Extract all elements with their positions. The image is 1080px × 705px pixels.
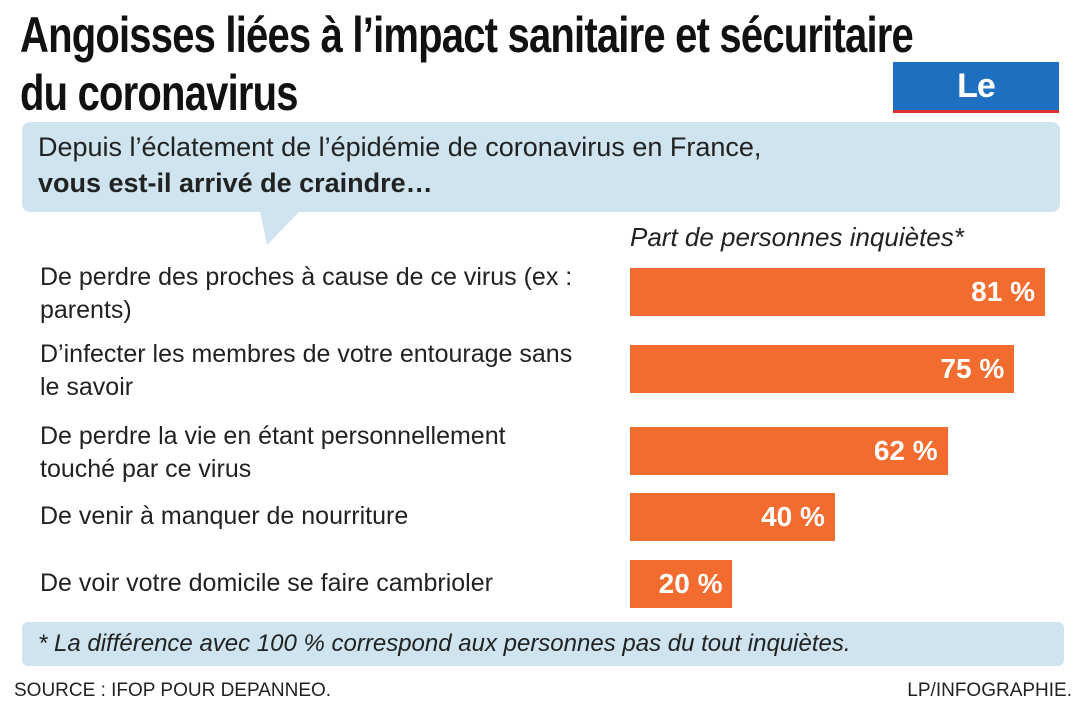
- bar: 20 %: [630, 560, 733, 608]
- category-label: De perdre des proches à cause de ce viru…: [40, 263, 573, 324]
- category-label: De voir votre domicile se faire cambriol…: [40, 569, 493, 597]
- value-label: 75 %: [940, 353, 1005, 384]
- bar: 75 %: [630, 345, 1015, 393]
- credit: LP/INFOGRAPHIE.: [907, 680, 1072, 701]
- logo: Le Parisien: [893, 62, 1059, 153]
- question-box: [22, 122, 1060, 212]
- bar: 81 %: [630, 268, 1045, 316]
- category-label: D’infecter les membres de votre entourag…: [40, 340, 573, 401]
- title-line: du coronavirus: [20, 65, 299, 121]
- value-label: 40 %: [761, 501, 825, 532]
- value-label: 20 %: [658, 568, 723, 599]
- value-label: 81 %: [971, 276, 1035, 307]
- category-label: De perdre la vie en étant personnellemen…: [40, 422, 506, 483]
- question: Depuis l’éclatement de l’épidémie de cor…: [38, 132, 762, 162]
- bubble-pointer: [260, 211, 300, 245]
- bar: 40 %: [630, 493, 835, 541]
- footnote: * La différence avec 100 % correspond au…: [38, 630, 851, 657]
- value-caption: Part de personnes inquiètes*: [630, 222, 964, 252]
- category-label: De venir à manquer de nourriture: [40, 502, 409, 530]
- title-line: Angoisses liées à l’impact sanitaire et …: [20, 7, 914, 63]
- question-bold: vous est-il arrivé de craindre…: [38, 168, 433, 198]
- footnote-box: [22, 622, 1064, 666]
- value-label: 62 %: [873, 435, 938, 466]
- source: SOURCE : IFOP POUR DEPANNEO.: [14, 680, 332, 701]
- bar: 62 %: [630, 427, 948, 475]
